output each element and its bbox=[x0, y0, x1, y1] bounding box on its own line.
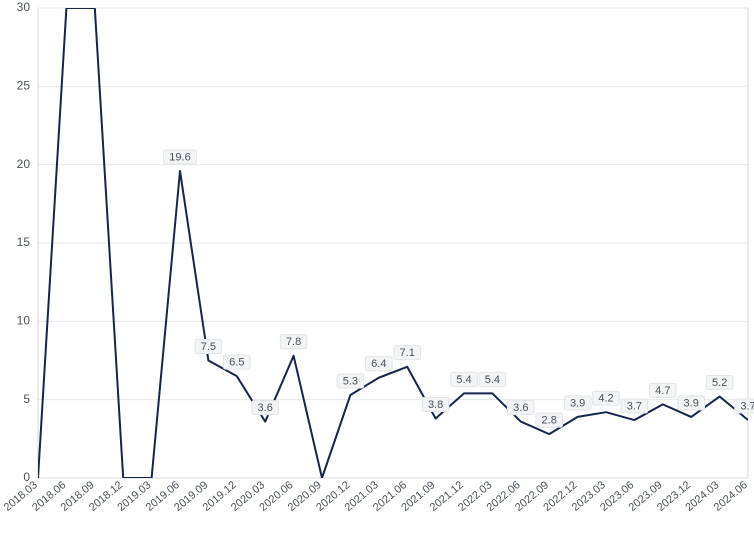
y-tick-label: 25 bbox=[17, 79, 31, 93]
svg-text:6.4: 6.4 bbox=[371, 358, 386, 370]
svg-text:3.6: 3.6 bbox=[513, 402, 528, 414]
point-label: 3.9 bbox=[678, 396, 705, 410]
point-label: 3.8 bbox=[422, 397, 449, 411]
point-label: 4.2 bbox=[593, 391, 620, 405]
point-label: 3.7 bbox=[621, 399, 648, 413]
point-label: 7.1 bbox=[394, 346, 421, 360]
point-label: 2.8 bbox=[536, 413, 563, 427]
y-tick-label: 10 bbox=[17, 314, 31, 328]
svg-text:3.9: 3.9 bbox=[684, 397, 699, 409]
point-label: 3.6 bbox=[508, 401, 535, 415]
point-label: 6.5 bbox=[224, 355, 251, 369]
svg-text:3.6: 3.6 bbox=[258, 402, 273, 414]
point-label: 5.3 bbox=[337, 374, 364, 388]
line-chart: 05101520253019.67.56.53.67.85.36.47.13.8… bbox=[0, 0, 754, 537]
svg-text:3.7: 3.7 bbox=[627, 400, 642, 412]
svg-text:5.4: 5.4 bbox=[456, 374, 471, 386]
svg-text:3.8: 3.8 bbox=[428, 399, 443, 411]
point-label: 3.6 bbox=[252, 401, 279, 415]
svg-text:5.3: 5.3 bbox=[343, 375, 358, 387]
y-tick-label: 5 bbox=[23, 392, 30, 406]
svg-text:7.5: 7.5 bbox=[201, 341, 216, 353]
svg-text:19.6: 19.6 bbox=[169, 151, 190, 163]
point-label: 7.5 bbox=[195, 340, 222, 354]
svg-text:7.1: 7.1 bbox=[400, 347, 415, 359]
svg-text:3.7: 3.7 bbox=[740, 400, 754, 412]
svg-text:4.7: 4.7 bbox=[655, 385, 670, 397]
svg-text:5.4: 5.4 bbox=[485, 374, 500, 386]
point-label: 4.7 bbox=[650, 383, 677, 397]
svg-text:3.9: 3.9 bbox=[570, 397, 585, 409]
point-label: 6.4 bbox=[366, 357, 393, 371]
y-tick-label: 30 bbox=[17, 0, 31, 14]
point-label: 3.9 bbox=[564, 396, 591, 410]
svg-text:4.2: 4.2 bbox=[598, 393, 613, 405]
y-tick-label: 15 bbox=[17, 235, 31, 249]
svg-text:6.5: 6.5 bbox=[229, 357, 244, 369]
chart-container: 05101520253019.67.56.53.67.85.36.47.13.8… bbox=[0, 0, 754, 537]
y-tick-label: 20 bbox=[17, 157, 31, 171]
point-label: 3.7 bbox=[735, 399, 754, 413]
point-label: 5.2 bbox=[706, 376, 733, 390]
point-label: 19.6 bbox=[164, 150, 197, 164]
svg-text:2.8: 2.8 bbox=[542, 415, 557, 427]
svg-text:5.2: 5.2 bbox=[712, 377, 727, 389]
point-label: 5.4 bbox=[451, 372, 478, 386]
point-label: 5.4 bbox=[479, 372, 506, 386]
point-label: 7.8 bbox=[280, 335, 307, 349]
svg-text:7.8: 7.8 bbox=[286, 336, 301, 348]
